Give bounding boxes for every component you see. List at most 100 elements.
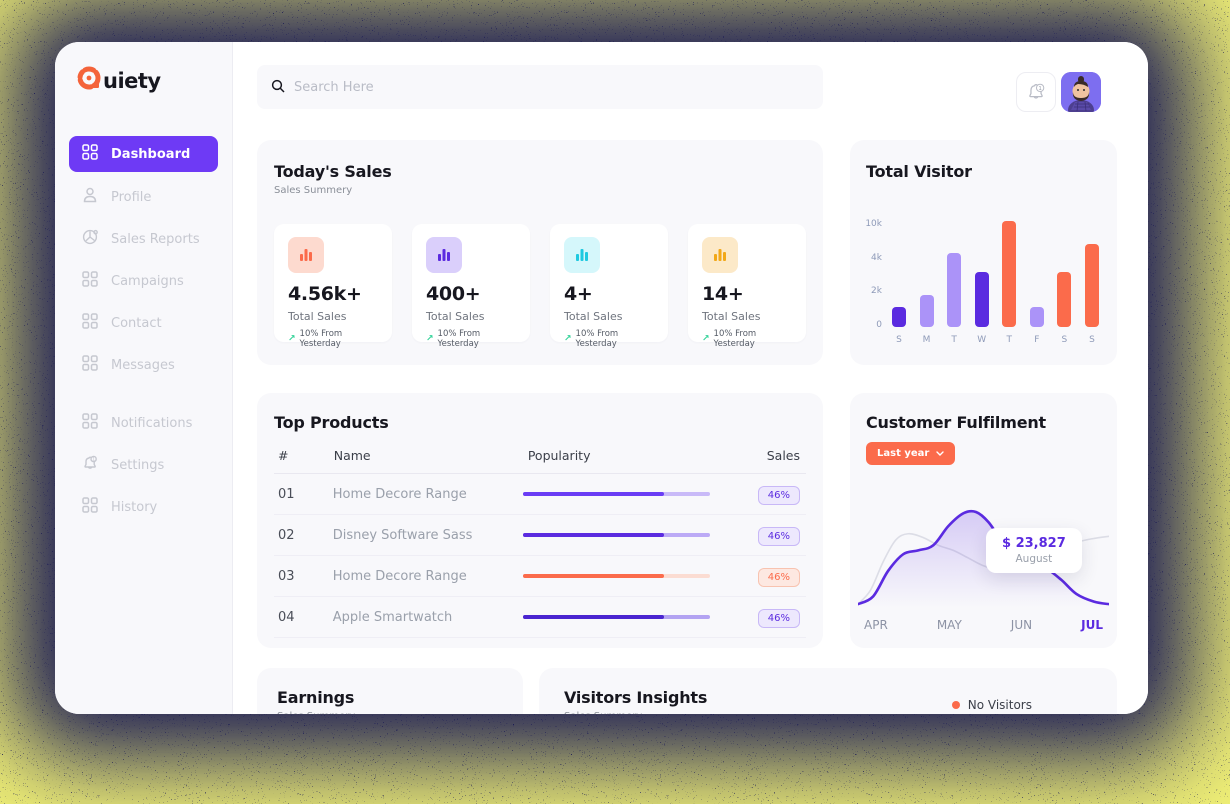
user-icon	[81, 186, 99, 208]
stat-card-1[interactable]: 4.56k+ Total Sales ↗ 10% From Yesterday	[274, 224, 392, 349]
table-row-04[interactable]: 04 Apple Smartwatch 46%	[274, 597, 806, 638]
earnings-title: Earnings	[277, 688, 355, 707]
legend-label: No Visitors	[967, 698, 1032, 712]
table-row-01[interactable]: 01 Home Decore Range 46%	[274, 474, 806, 515]
bell-icon: 1	[1029, 83, 1045, 99]
popularity-track	[523, 574, 711, 578]
delta-text: 10% From Yesterday	[713, 329, 757, 349]
earnings-card: Earnings Sales Summery	[257, 668, 523, 714]
search-bar[interactable]	[257, 65, 823, 109]
trend-up-icon: ↗	[288, 334, 296, 344]
popularity-cell	[523, 492, 758, 496]
todays-sales-title: Today's Sales	[274, 162, 392, 181]
sidebar-item-notifications[interactable]: Notifications	[69, 406, 218, 440]
stat-cards: 4.56k+ Total Sales ↗ 10% From Yesterday 400+…	[274, 224, 806, 349]
sidebar-item-contact[interactable]: Contact	[69, 306, 218, 340]
sidebar-item-label: Sales Reports	[111, 231, 200, 247]
stat-delta: ↗ 10% From Yesterday	[564, 329, 654, 349]
filter-button-label: Last year	[877, 448, 930, 459]
bar-x-label: S	[1089, 335, 1095, 345]
fulfilment-x-labels: APR MAY JUN JUL	[864, 618, 1103, 632]
total-visitor-y-axis: 10k 4k 2k 0	[864, 219, 884, 330]
product-name: Home Decore Range	[332, 568, 467, 584]
visitors-insights-card: Visitors Insights Sales Summery No Visit…	[539, 668, 1117, 714]
popularity-fill	[523, 533, 664, 537]
stat-value: 4+	[564, 283, 593, 305]
col-header-num: #	[278, 448, 289, 463]
grid-icon	[81, 354, 99, 376]
bell-icon: 1	[81, 454, 99, 476]
grid-icon	[81, 312, 99, 334]
product-num: 01	[278, 486, 295, 502]
stat-bar-chart-icon	[288, 237, 324, 273]
svg-text:1: 1	[1038, 86, 1042, 92]
legend-dot	[951, 701, 960, 709]
bar-F-5	[1029, 307, 1044, 327]
chart-tooltip: $ 23,827 August	[986, 528, 1082, 573]
sidebar-nav: Dashboard Profile Sales Reports Campaigns Co…	[69, 136, 218, 524]
y-tick-4k: 4k	[871, 253, 882, 263]
bar	[1002, 221, 1017, 327]
x-label-MAY: MAY	[936, 618, 962, 632]
stat-label: Total Sales	[564, 310, 623, 323]
sidebar-item-label: Notifications	[111, 415, 193, 431]
bar-x-label: S	[1061, 335, 1068, 345]
product-name: Home Decore Range	[332, 486, 467, 502]
sidebar-item-label: Campaigns	[111, 273, 184, 289]
table-row-02[interactable]: 02 Disney Software Sass 46%	[274, 515, 806, 556]
sidebar-item-profile[interactable]: Profile	[69, 180, 218, 214]
popularity-fill	[523, 615, 664, 619]
popularity-cell	[523, 533, 758, 537]
stat-bar-chart-icon	[702, 237, 738, 273]
stat-value: 400+	[426, 283, 481, 305]
grid-icon	[81, 270, 99, 292]
bar	[1057, 272, 1072, 327]
grid-icon	[81, 143, 99, 165]
sidebar-item-messages[interactable]: Messages	[69, 348, 218, 382]
y-tick-10k: 10k	[865, 219, 882, 229]
sidebar-item-label: Contact	[111, 315, 162, 331]
top-products-card: Top Products # Name Popularity Sales 01 H…	[257, 393, 823, 648]
stat-value: 14+	[702, 283, 744, 305]
earnings-subtitle: Sales Summery	[277, 711, 513, 714]
popularity-fill	[523, 492, 664, 496]
sidebar-item-sales-reports[interactable]: Sales Reports	[69, 222, 218, 256]
x-label-JUN: JUN	[1010, 618, 1033, 632]
stat-card-4[interactable]: 14+ Total Sales ↗ 10% From Yesterday	[688, 224, 806, 349]
sidebar-item-label: Dashboard	[111, 146, 191, 162]
brand-logo: uiety	[75, 64, 218, 98]
sidebar-item-history[interactable]: History	[69, 490, 218, 524]
sales-badge: 46%	[757, 568, 800, 587]
delta-text: 10% From Yesterday	[575, 329, 619, 349]
popularity-track	[523, 492, 711, 496]
bar-M-1	[919, 295, 934, 327]
main-area: 1 Today's Sales Sales S	[233, 42, 1148, 714]
visitors-insights-title: Visitors Insights	[564, 688, 708, 707]
bar-T-2	[947, 253, 962, 327]
sidebar-item-label: Messages	[111, 357, 175, 373]
table-row-03[interactable]: 03 Home Decore Range 46%	[274, 556, 806, 597]
stat-value: 4.56k+	[288, 283, 362, 305]
popularity-cell	[523, 615, 758, 619]
sidebar-item-settings[interactable]: 1 Settings	[69, 448, 218, 482]
search-icon	[271, 78, 285, 97]
total-visitor-title: Total Visitor	[866, 162, 972, 181]
grid-icon	[81, 496, 99, 518]
last-year-filter-button[interactable]: Last year	[866, 442, 956, 465]
sidebar-item-dashboard[interactable]: Dashboard	[69, 136, 218, 172]
brand-q-icon	[75, 64, 105, 98]
bar-S-6	[1057, 272, 1072, 327]
dashboard-window: uiety Dashboard Profile Sales Reports Campa…	[55, 42, 1148, 714]
product-num: 02	[278, 527, 295, 543]
stat-card-3[interactable]: 4+ Total Sales ↗ 10% From Yesterday	[550, 224, 668, 349]
search-input[interactable]	[294, 79, 809, 95]
stat-card-2[interactable]: 400+ Total Sales ↗ 10% From Yesterday	[412, 224, 530, 349]
stat-bar-chart-icon	[426, 237, 462, 273]
product-num: 03	[278, 568, 295, 584]
sidebar-item-campaigns[interactable]: Campaigns	[69, 264, 218, 298]
user-avatar[interactable]	[1061, 72, 1101, 112]
y-tick-0: 0	[876, 320, 882, 330]
tooltip-value: $ 23,827	[1002, 536, 1066, 551]
notifications-button[interactable]: 1	[1016, 72, 1056, 112]
